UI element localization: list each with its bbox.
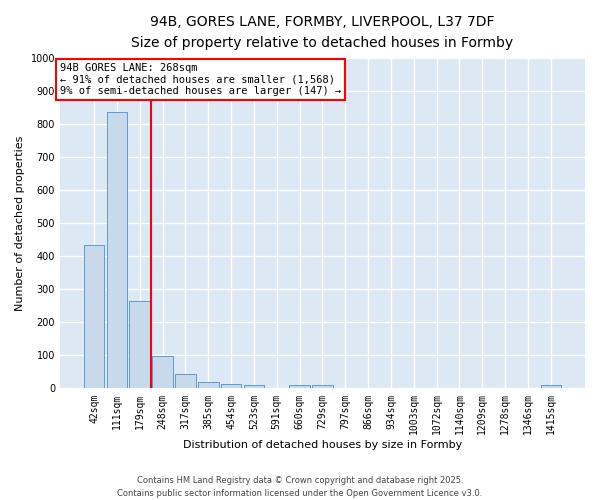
Y-axis label: Number of detached properties: Number of detached properties xyxy=(15,136,25,311)
Text: 94B GORES LANE: 268sqm
← 91% of detached houses are smaller (1,568)
9% of semi-d: 94B GORES LANE: 268sqm ← 91% of detached… xyxy=(60,62,341,96)
Bar xyxy=(175,374,196,388)
Bar xyxy=(312,385,333,388)
Bar xyxy=(84,244,104,388)
Bar xyxy=(130,301,150,388)
Title: 94B, GORES LANE, FORMBY, LIVERPOOL, L37 7DF
Size of property relative to detache: 94B, GORES LANE, FORMBY, LIVERPOOL, L37 … xyxy=(131,15,514,50)
Bar xyxy=(152,356,173,388)
Bar xyxy=(289,385,310,388)
Bar xyxy=(107,112,127,388)
Bar xyxy=(541,385,561,388)
Text: Contains HM Land Registry data © Crown copyright and database right 2025.
Contai: Contains HM Land Registry data © Crown c… xyxy=(118,476,482,498)
Bar xyxy=(221,384,241,388)
Bar xyxy=(198,382,218,388)
X-axis label: Distribution of detached houses by size in Formby: Distribution of detached houses by size … xyxy=(183,440,462,450)
Bar xyxy=(244,385,264,388)
